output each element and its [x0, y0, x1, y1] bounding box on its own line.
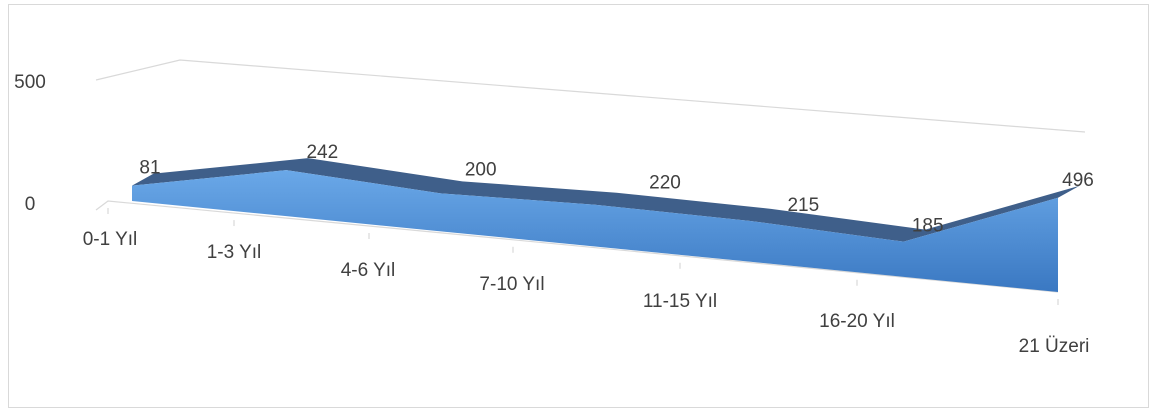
chart-frame: [8, 4, 1149, 408]
y-axis: 0 500: [14, 72, 46, 215]
x-tick-labels: 0-1 Yıl 1-3 Yıl 4-6 Yıl 7-10 Yıl 11-15 Yıl 16…: [83, 229, 1090, 357]
x-tick-label: 4-6 Yıl: [341, 260, 396, 281]
x-tick-label: 21 Üzeri: [1019, 336, 1090, 357]
data-label: 242: [306, 142, 338, 163]
data-label: 185: [912, 216, 944, 237]
y-tick-label: 0: [25, 194, 36, 215]
x-tick-label: 0-1 Yıl: [83, 229, 138, 250]
gridlines: [95, 59, 1086, 293]
gridline-0: [95, 200, 1059, 293]
data-label: 220: [649, 173, 681, 194]
y-tick-label: 500: [14, 72, 46, 93]
x-tick-label: 16-20 Yıl: [819, 311, 895, 332]
data-label: 81: [139, 158, 160, 179]
data-area: [132, 158, 1080, 292]
data-labels: 81 242 200 220 215 185 496: [139, 142, 1093, 236]
data-label: 496: [1062, 170, 1094, 191]
x-tick-label: 7-10 Yıl: [479, 274, 544, 295]
x-tick-label: 11-15 Yıl: [643, 291, 717, 312]
x-axis: [107, 208, 1059, 305]
area-front-face: [132, 170, 1058, 292]
x-tick-label: 1-3 Yıl: [207, 242, 262, 263]
data-label: 215: [787, 195, 819, 216]
data-label: 200: [465, 159, 497, 180]
area-top-surface: [132, 158, 1080, 242]
gridline-500: [95, 59, 1086, 133]
